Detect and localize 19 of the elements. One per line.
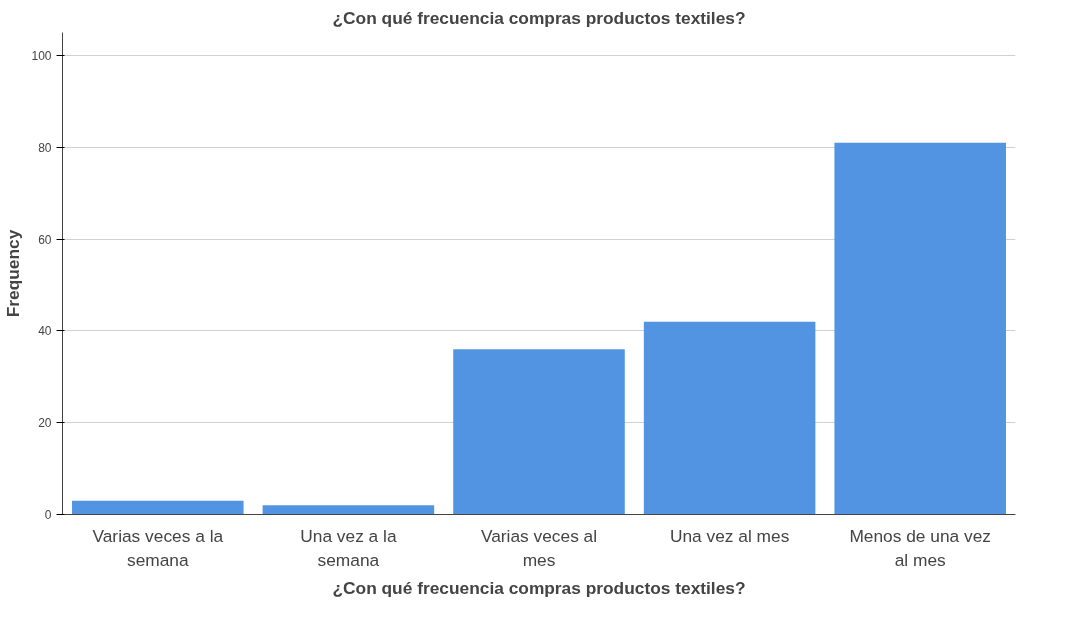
chart-title: ¿Con qué frecuencia compras productos textiles? <box>332 7 746 28</box>
y-axis-title: Frequency <box>3 229 24 318</box>
y-tick-label: 0 <box>44 508 52 522</box>
bar <box>834 142 1006 515</box>
x-tick-label: Una vez al mes <box>669 525 790 546</box>
bar <box>453 349 625 515</box>
x-tick-label: Varias veces a la semana <box>92 525 224 570</box>
x-axis-title: ¿Con qué frecuencia compras productos textiles? <box>332 577 746 598</box>
x-tick-label: Una vez a la semana <box>300 525 397 570</box>
x-tick-label: Varias veces al mes <box>480 525 598 570</box>
x-tick-label: Menos de una vez al mes <box>849 525 992 570</box>
y-tick-label: 40 <box>38 324 52 339</box>
y-tick-label: 100 <box>31 48 52 63</box>
bar <box>72 500 244 515</box>
y-tick-label: 20 <box>38 416 52 431</box>
y-tick-label: 60 <box>38 232 52 247</box>
bar <box>643 321 816 515</box>
y-tick-label: 80 <box>38 140 52 155</box>
bar <box>262 505 435 515</box>
